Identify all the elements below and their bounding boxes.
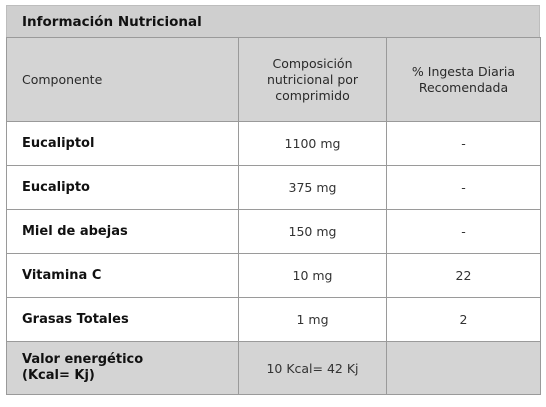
component-amount: 1 mg	[238, 297, 387, 342]
table-row: Vitamina C 10 mg 22	[6, 253, 541, 298]
nutrition-table: Componente Composición nutricional por c…	[6, 37, 541, 395]
component-name: Miel de abejas	[6, 209, 239, 254]
energy-row: Valor energético (Kcal= Kj) 10 Kcal= 42 …	[6, 341, 541, 395]
table-title: Información Nutricional	[6, 5, 540, 37]
column-header-composicion-line: nutricional por	[266, 71, 359, 87]
column-header-ingesta-line: % Ingesta Diaria	[411, 63, 516, 79]
energy-name: Valor energético (Kcal= Kj)	[6, 341, 239, 395]
component-idr: 22	[386, 253, 541, 298]
column-header-row: Componente Composición nutricional por c…	[6, 37, 541, 122]
component-idr: -	[386, 165, 541, 210]
table-row: Eucalipto 375 mg -	[6, 165, 541, 210]
component-idr: -	[386, 209, 541, 254]
energy-name-line: (Kcal= Kj)	[22, 368, 95, 383]
column-header-componente: Componente	[6, 37, 239, 122]
column-header-composicion: Composición nutricional por comprimido	[238, 37, 387, 122]
component-name: Eucalipto	[6, 165, 239, 210]
component-amount: 1100 mg	[238, 121, 387, 166]
component-name: Eucaliptol	[6, 121, 239, 166]
table-row: Eucaliptol 1100 mg -	[6, 121, 541, 166]
column-header-ingesta-line: Recomendada	[418, 79, 509, 95]
component-name: Vitamina C	[6, 253, 239, 298]
component-amount: 150 mg	[238, 209, 387, 254]
component-amount: 10 mg	[238, 253, 387, 298]
component-idr: -	[386, 121, 541, 166]
energy-idr	[386, 341, 541, 395]
component-idr: 2	[386, 297, 541, 342]
table-row: Grasas Totales 1 mg 2	[6, 297, 541, 342]
nutrition-panel: Información Nutricional Componente Compo…	[6, 5, 541, 401]
table-row: Miel de abejas 150 mg -	[6, 209, 541, 254]
component-amount: 375 mg	[238, 165, 387, 210]
column-header-composicion-line: Composición	[272, 55, 353, 71]
component-name: Grasas Totales	[6, 297, 239, 342]
column-header-composicion-line: comprimido	[275, 87, 350, 103]
energy-name-line: Valor energético	[22, 352, 144, 367]
column-header-ingesta: % Ingesta Diaria Recomendada	[386, 37, 541, 122]
energy-amount: 10 Kcal= 42 Kj	[238, 341, 387, 395]
